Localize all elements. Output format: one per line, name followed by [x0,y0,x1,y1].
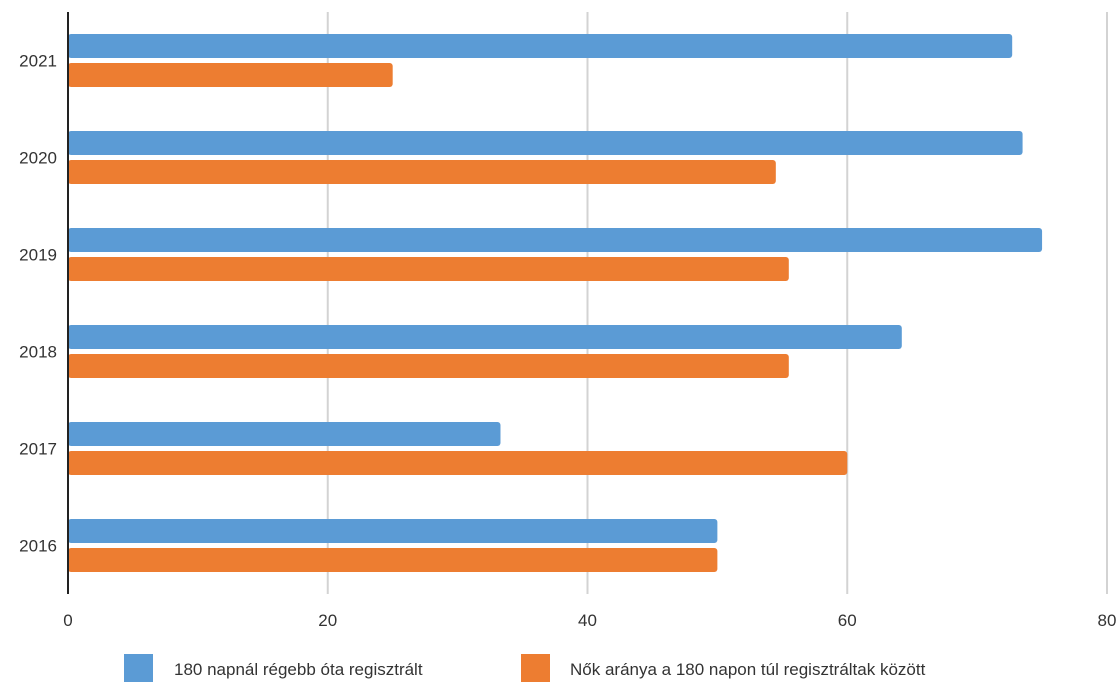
y-tick-label-2020: 2020 [19,149,57,168]
y-tick-label-2018: 2018 [19,343,57,362]
bar-2017-series-1 [68,422,501,446]
legend-swatch-series-2 [521,654,550,682]
legend-label-series-1: 180 napnál régebb óta regisztrált [174,660,423,679]
bar-2019-series-1 [68,228,1043,252]
x-tick-labels: 0 20 40 60 80 [63,611,1116,630]
bar-2018-series-2 [68,354,789,378]
y-tick-labels: 2016 2017 2018 2019 2020 2021 [19,52,57,556]
bar-2016-series-2 [68,548,718,572]
bar-2021-series-2 [68,63,393,87]
bar-2021-series-1 [68,34,1013,58]
bar-2020-series-2 [68,160,776,184]
gridlines [326,12,1108,594]
y-tick-label-2016: 2016 [19,537,57,556]
bar-2017-series-2 [68,451,848,475]
y-tick-label-2021: 2021 [19,52,57,71]
x-tick-label-60: 60 [838,611,857,630]
x-tick-label-80: 80 [1098,611,1117,630]
bar-2020-series-1 [68,131,1023,155]
bars [68,34,1043,572]
legend-swatch-series-1 [124,654,153,682]
y-tick-label-2019: 2019 [19,246,57,265]
legend: 180 napnál régebb óta regisztrált Nők ar… [124,654,926,682]
y-tick-label-2017: 2017 [19,440,57,459]
bar-2016-series-1 [68,519,718,543]
x-tick-label-0: 0 [63,611,72,630]
x-tick-label-20: 20 [318,611,337,630]
bar-2019-series-2 [68,257,789,281]
bar-2018-series-1 [68,325,902,349]
legend-label-series-2: Nők aránya a 180 napon túl regisztráltak… [570,660,926,679]
x-tick-label-40: 40 [578,611,597,630]
